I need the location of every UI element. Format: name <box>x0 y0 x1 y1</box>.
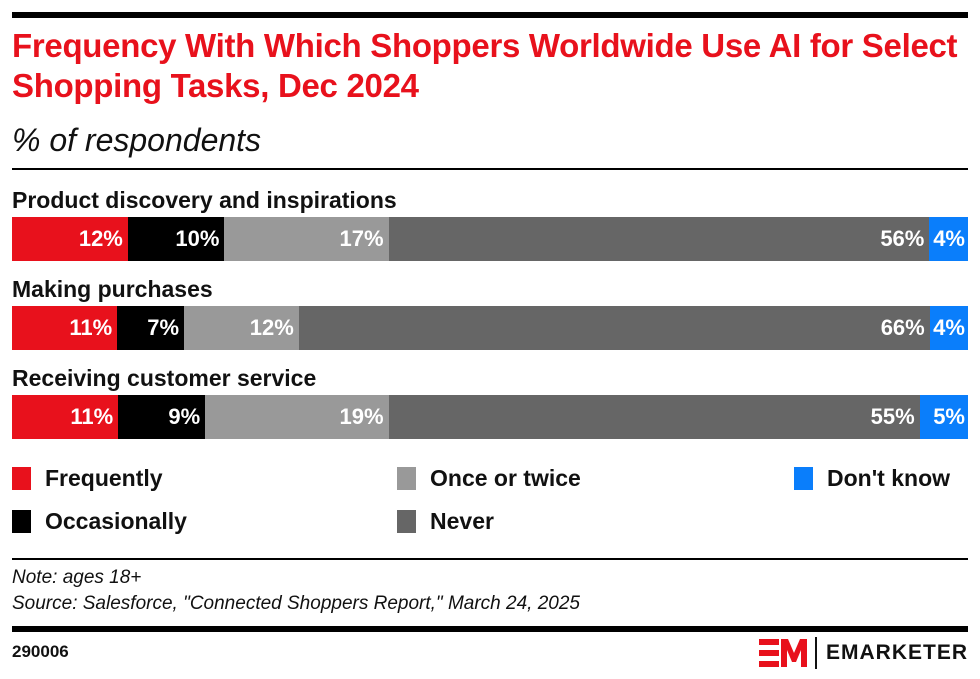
legend-label: Occasionally <box>45 508 187 534</box>
brand-name: EMARKETER <box>825 641 968 664</box>
legend-swatch <box>12 509 31 533</box>
top-rule <box>12 12 968 18</box>
bar-segment-once-or-twice: 17% <box>224 217 389 261</box>
stacked-bar: 11% 9% 19% 55% 5% <box>12 395 968 439</box>
chart-source: Source: Salesforce, "Connected Shoppers … <box>12 593 580 614</box>
bar-segment-frequently: 12% <box>12 217 128 261</box>
bottom-rule <box>12 626 968 632</box>
legend-swatch <box>397 466 416 490</box>
data-label: 11% <box>70 404 114 429</box>
legend-item-never: Never <box>397 507 494 535</box>
data-label: 66% <box>880 315 925 340</box>
category-label: Product discovery and inspirations <box>12 187 397 213</box>
bar-segment-frequently: 11% <box>12 395 119 439</box>
legend-item-dont-know: Don't know <box>794 464 950 492</box>
chart-id: 290006 <box>12 642 69 661</box>
legend-label: Frequently <box>45 465 163 491</box>
data-label: 17% <box>339 226 384 251</box>
legend-label: Once or twice <box>430 465 581 491</box>
legend-item-once-or-twice: Once or twice <box>397 464 581 492</box>
emarketer-logo: EMARKETER <box>758 636 968 670</box>
stacked-bar: 11% 7% 12% 66% 4% <box>12 306 968 350</box>
legend-label: Don't know <box>827 465 951 491</box>
data-label: 56% <box>880 226 925 251</box>
data-label: 12% <box>78 226 123 251</box>
legend-swatch <box>397 509 416 533</box>
data-label: 19% <box>339 404 384 429</box>
bar-segment-once-or-twice: 19% <box>205 395 389 439</box>
bar-segment-don-t-know: 4% <box>929 306 968 350</box>
data-label: 5% <box>933 404 965 429</box>
logo-separator <box>814 637 817 669</box>
category-label: Receiving customer service <box>12 365 317 391</box>
category-label: Making purchases <box>12 276 213 302</box>
bar-segment-never: 56% <box>388 217 930 261</box>
legend-item-frequently: Frequently <box>12 464 163 492</box>
bar-segment-once-or-twice: 12% <box>184 306 299 350</box>
bar-segment-occasionally: 9% <box>118 395 206 439</box>
legend-item-occasionally: Occasionally <box>12 507 187 535</box>
data-label: 4% <box>933 226 965 251</box>
data-label: 55% <box>870 404 915 429</box>
header-divider <box>12 168 968 170</box>
bar-segment-don-t-know: 4% <box>929 217 968 261</box>
em-logo-icon <box>758 639 807 667</box>
bar-segment-frequently: 11% <box>12 306 118 350</box>
bar-segment-never: 55% <box>388 395 920 439</box>
bar-segment-occasionally: 10% <box>127 217 225 261</box>
bar-segment-don-t-know: 5% <box>919 395 968 439</box>
data-label: 12% <box>249 315 294 340</box>
legend-swatch <box>794 466 813 490</box>
legend-label: Never <box>430 508 494 534</box>
data-label: 11% <box>69 315 113 340</box>
stacked-bar: 12% 10% 17% 56% 4% <box>12 217 968 261</box>
chart-subtitle: % of respondents <box>12 122 262 158</box>
legend-swatch <box>12 466 31 490</box>
bar-segment-never: 66% <box>298 306 930 350</box>
data-label: 9% <box>168 404 201 429</box>
data-label: 4% <box>933 315 965 340</box>
chart-title: Frequency With Which Shoppers Worldwide … <box>12 27 958 104</box>
footer-divider <box>12 558 968 560</box>
data-label: 7% <box>147 315 180 340</box>
chart-note: Note: ages 18+ <box>12 567 142 588</box>
data-label: 10% <box>175 226 220 251</box>
bar-segment-occasionally: 7% <box>117 306 185 350</box>
